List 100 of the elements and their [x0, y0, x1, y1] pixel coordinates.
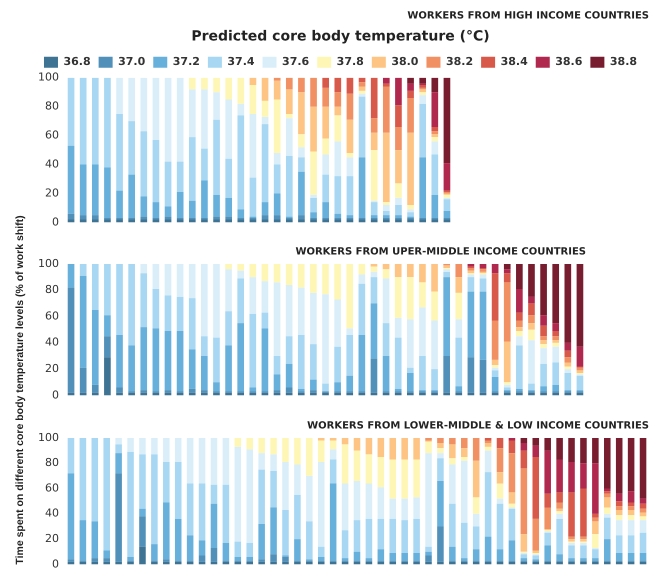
bar — [139, 454, 146, 509]
bar — [406, 277, 414, 320]
bar — [201, 264, 208, 336]
bar — [604, 508, 611, 514]
bar — [310, 292, 317, 344]
bar — [151, 438, 158, 454]
bar — [366, 454, 372, 484]
bar — [540, 364, 547, 386]
bar — [140, 196, 148, 217]
bar — [580, 463, 587, 489]
bar — [407, 212, 414, 217]
bar — [370, 277, 378, 304]
bar — [516, 288, 523, 313]
bar — [237, 323, 244, 392]
bar — [508, 440, 516, 454]
bar — [222, 542, 230, 561]
bar — [540, 348, 547, 364]
bar — [358, 264, 366, 275]
bar — [508, 508, 516, 540]
bar — [552, 384, 560, 392]
bar — [516, 331, 523, 336]
bar — [298, 78, 305, 92]
bar — [128, 264, 135, 346]
bar — [468, 357, 474, 393]
bar — [468, 277, 474, 292]
bar — [186, 438, 194, 484]
bar — [496, 504, 504, 550]
bar — [237, 278, 244, 324]
bar — [616, 510, 622, 516]
bar — [382, 132, 390, 202]
bar — [516, 312, 523, 320]
bar — [104, 315, 111, 336]
bar — [395, 126, 402, 150]
bar — [346, 215, 354, 218]
bar — [163, 462, 170, 502]
bar — [346, 220, 354, 222]
bar — [552, 264, 560, 324]
bar — [444, 78, 450, 164]
bar — [201, 89, 208, 149]
bar — [310, 380, 317, 390]
bar — [382, 84, 390, 86]
bar — [198, 540, 206, 556]
bar — [68, 78, 74, 146]
bar — [186, 484, 194, 536]
bar — [103, 558, 110, 562]
bar — [322, 202, 330, 218]
bar — [370, 150, 378, 201]
bar — [274, 193, 281, 216]
bar — [628, 438, 634, 492]
bar — [472, 438, 480, 461]
bar — [346, 176, 354, 216]
bar — [201, 220, 208, 222]
bar — [104, 220, 111, 222]
bar — [330, 484, 336, 561]
bar — [310, 344, 317, 380]
bar — [318, 438, 325, 441]
bar — [444, 163, 450, 191]
bar — [201, 390, 208, 393]
bar — [528, 296, 535, 304]
bar — [322, 78, 330, 88]
bar — [540, 326, 547, 336]
bar — [310, 152, 317, 195]
bar — [382, 323, 390, 356]
bar — [210, 438, 218, 485]
chart-title: WORKERS FROM UPER-MIDDLE INCOME COUNTRIES — [295, 246, 586, 258]
legend-label: 37.0 — [118, 55, 146, 68]
bar — [188, 264, 196, 298]
bar — [520, 450, 528, 468]
bar — [564, 366, 572, 370]
bar — [508, 492, 516, 504]
bar — [413, 459, 420, 498]
bar — [237, 104, 244, 116]
bar — [389, 553, 396, 561]
bar — [346, 264, 354, 328]
bar — [568, 539, 575, 542]
bar — [401, 459, 408, 499]
bar — [568, 558, 575, 561]
bar — [115, 444, 122, 454]
bar — [225, 311, 232, 346]
bar — [198, 556, 206, 562]
bar — [544, 494, 551, 508]
bar — [237, 115, 244, 210]
bar — [419, 85, 426, 88]
bar — [92, 78, 99, 165]
bar — [176, 78, 184, 162]
bar — [552, 346, 560, 363]
bar — [508, 504, 516, 508]
bar — [286, 285, 292, 336]
bar — [163, 559, 170, 562]
bar — [407, 84, 414, 91]
chart-title: WORKERS FROM LOWER-MIDDLE & LOW INCOME COUNTRIES — [307, 420, 649, 432]
bar — [532, 518, 540, 550]
bar — [568, 545, 575, 558]
bar — [480, 292, 486, 360]
bar — [382, 86, 390, 133]
bar — [270, 470, 277, 508]
bar — [282, 438, 289, 462]
bar — [249, 314, 256, 388]
bar — [413, 518, 420, 554]
bar — [378, 487, 384, 519]
